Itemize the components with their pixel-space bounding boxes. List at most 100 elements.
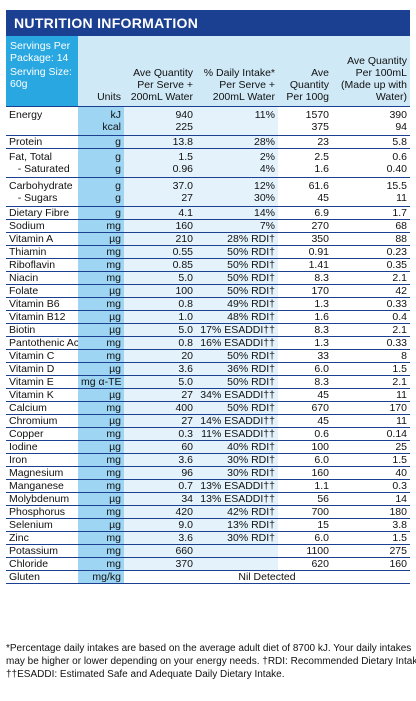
per-100g-value: 1.41 xyxy=(278,258,332,272)
daily-intake-value: 14% ESADDI†† xyxy=(196,414,278,428)
per-serve-value: 1.0 xyxy=(124,310,196,324)
per-100g-value: 8.3 xyxy=(278,375,332,389)
per-serve-value: 0.85 xyxy=(124,258,196,272)
nutrient-name: Manganese xyxy=(6,479,78,493)
nutrient-unit: µg xyxy=(78,232,124,246)
nutrient-unit: µg xyxy=(78,492,124,506)
per-100ml-value: 275 xyxy=(332,544,410,558)
daily-intake-value: 12% 30% xyxy=(196,177,278,207)
nutrient-name: Carbohydrate - Sugars xyxy=(6,177,78,207)
nutrient-unit: µg xyxy=(78,414,124,428)
per-100ml-value: 0.6 0.40 xyxy=(332,148,410,178)
nutrient-row: Molybdenum µg 34 13% ESADDI†† 56 14 xyxy=(6,492,410,506)
per-100g-value: 45 xyxy=(278,414,332,428)
nutrient-row: Dietary Fibre g 4.1 14% 6.9 1.7 xyxy=(6,206,410,220)
nutrient-name: Phosphorus xyxy=(6,505,78,519)
daily-intake-value xyxy=(196,557,278,571)
nutrient-unit: mg xyxy=(78,401,124,415)
daily-intake-value: 28% xyxy=(196,135,278,149)
per-100ml-value: 0.35 xyxy=(332,258,410,272)
nutrient-row: Protein g 13.8 28% 23 5.8 xyxy=(6,135,410,149)
per-100ml-value: 0.33 xyxy=(332,297,410,311)
nutrient-unit: kJ kcal xyxy=(78,106,124,136)
per-100g-value: 270 xyxy=(278,219,332,233)
per-serve-value: 210 xyxy=(124,232,196,246)
daily-intake-value: 50% RDI† xyxy=(196,245,278,259)
per-100ml-value: 180 xyxy=(332,505,410,519)
footnote-line-1: *Percentage daily intakes are based on t… xyxy=(6,643,412,654)
nutrient-unit: mg xyxy=(78,349,124,363)
per-serve-value: 0.3 xyxy=(124,427,196,441)
per-100ml-value: 42 xyxy=(332,284,410,298)
nutrient-row: Energy kJ kcal 940 225 11% 1570 375 390 94 xyxy=(6,106,410,136)
per-serve-value: 420 xyxy=(124,505,196,519)
daily-intake-value: 50% RDI† xyxy=(196,284,278,298)
per-serve-value: 13.8 xyxy=(124,135,196,149)
nutrient-unit: µg xyxy=(78,388,124,402)
nutrition-panel: NUTRITION INFORMATION Servings Per Packa… xyxy=(6,10,410,584)
per-100g-value: 45 xyxy=(278,388,332,402)
nutrient-name: Molybdenum xyxy=(6,492,78,506)
daily-intake-value: 11% ESADDI†† xyxy=(196,427,278,441)
daily-intake-value: 34% ESADDI†† xyxy=(196,388,278,402)
nutrient-rows: Energy kJ kcal 940 225 11% 1570 375 390 94 Pro… xyxy=(6,106,410,584)
per-serve-value: 27 xyxy=(124,414,196,428)
per-serve-value: 96 xyxy=(124,466,196,480)
per-100ml-value: 8 xyxy=(332,349,410,363)
nutrient-name: Vitamin E xyxy=(6,375,78,389)
daily-intake-value xyxy=(196,544,278,558)
per-100ml-value: 1.5 xyxy=(332,453,410,467)
serving-info: Servings Per Package: 14 Serving Size: 6… xyxy=(6,36,78,107)
daily-intake-value: 50% RDI† xyxy=(196,401,278,415)
per-100ml-value: 88 xyxy=(332,232,410,246)
per-serve-value: 0.55 xyxy=(124,245,196,259)
nutrient-unit: g xyxy=(78,206,124,220)
per-100g-value: 33 xyxy=(278,349,332,363)
nutrient-unit: mg xyxy=(78,531,124,545)
per-100g-value: 160 xyxy=(278,466,332,480)
nutrient-row: Zinc mg 3.6 30% RDI† 6.0 1.5 xyxy=(6,531,410,545)
nutrient-unit: g xyxy=(78,135,124,149)
per-100ml-value: 1.5 xyxy=(332,362,410,376)
per-serve-value: 5.0 xyxy=(124,323,196,337)
daily-intake-value: 7% xyxy=(196,219,278,233)
serving-size: Serving Size: 60g xyxy=(10,66,72,90)
per-100ml-value: 2.1 xyxy=(332,323,410,337)
nutrient-row: Riboflavin mg 0.85 50% RDI† 1.41 0.35 xyxy=(6,258,410,272)
per-100ml-value: 0.33 xyxy=(332,336,410,350)
nutrient-name: Zinc xyxy=(6,531,78,545)
nutrient-unit: µg xyxy=(78,310,124,324)
nutrient-unit: mg xyxy=(78,271,124,285)
nutrient-unit: mg xyxy=(78,245,124,259)
per-serve-value: 1.5 0.96 xyxy=(124,148,196,178)
daily-intake-value: 48% RDI† xyxy=(196,310,278,324)
per-100ml-value: 0.23 xyxy=(332,245,410,259)
nutrient-unit: mg xyxy=(78,505,124,519)
nutrient-unit: mg xyxy=(78,427,124,441)
nutrient-row: Fat, Total - Saturated g g 1.5 0.96 2% 4% 2.… xyxy=(6,148,410,178)
daily-intake-value: 13% ESADDI†† xyxy=(196,492,278,506)
per-serve-value: 60 xyxy=(124,440,196,454)
nutrient-unit: mg xyxy=(78,466,124,480)
daily-intake-value: 50% RDI† xyxy=(196,375,278,389)
daily-intake-value: 2% 4% xyxy=(196,148,278,178)
per-serve-value: 9.0 xyxy=(124,518,196,532)
footnote: *Percentage daily intakes are based on t… xyxy=(6,642,416,681)
nutrient-name: Gluten xyxy=(6,570,78,584)
daily-intake-value: 16% ESADDI†† xyxy=(196,336,278,350)
per-serve-value: 0.7 xyxy=(124,479,196,493)
per-serve-value: 5.0 xyxy=(124,375,196,389)
daily-intake-value: 36% RDI† xyxy=(196,362,278,376)
nutrient-unit: mg xyxy=(78,336,124,350)
per-100g-value: 1.3 xyxy=(278,336,332,350)
nutrient-unit: mg xyxy=(78,479,124,493)
nutrient-row: Phosphorus mg 420 42% RDI† 700 180 xyxy=(6,505,410,519)
nutrient-unit: mg xyxy=(78,453,124,467)
nutrient-name: Iodine xyxy=(6,440,78,454)
per-serve-value: 0.8 xyxy=(124,297,196,311)
nutrient-unit: µg xyxy=(78,323,124,337)
per-100g-value: 100 xyxy=(278,440,332,454)
nutrient-unit: µg xyxy=(78,284,124,298)
nutrient-name: Dietary Fibre xyxy=(6,206,78,220)
